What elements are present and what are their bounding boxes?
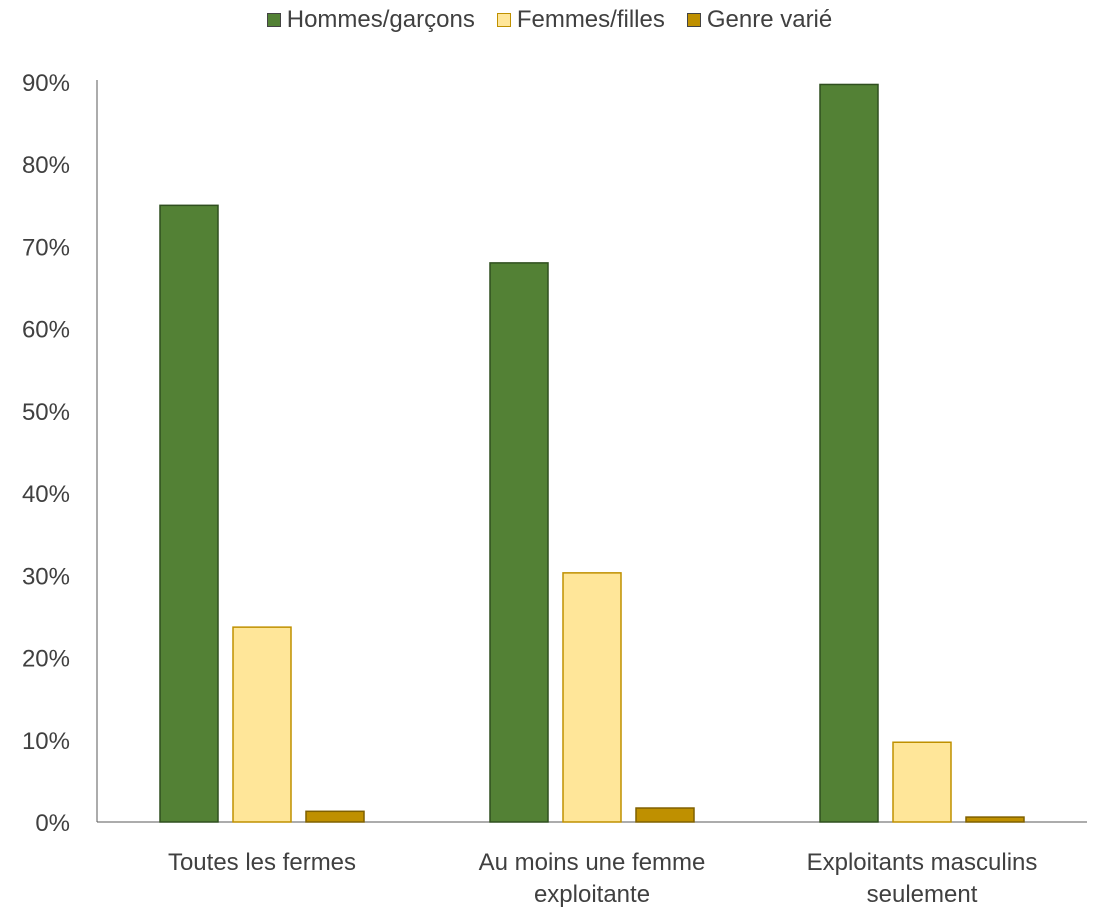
bar-1-2: [892, 741, 952, 823]
x-category-label: Toutes les fermes: [168, 849, 356, 876]
y-tick-label: 50%: [22, 399, 70, 426]
bar-1-0: [232, 626, 292, 823]
legend-swatch-hommes: [266, 13, 281, 27]
bar-2-2: [965, 816, 1025, 823]
legend-item-femmes: Femmes/filles: [496, 6, 665, 34]
bar-0-2: [819, 83, 879, 823]
y-tick-label: 80%: [22, 152, 70, 179]
y-tick-label: 90%: [22, 70, 70, 97]
legend: Hommes/garçons Femmes/filles Genre varié: [0, 6, 1099, 34]
bar-0-1: [489, 262, 549, 823]
bars: [159, 83, 1025, 823]
x-category-label: Au moins une femme exploitante: [479, 849, 706, 908]
y-tick-label: 20%: [22, 646, 70, 673]
legend-item-genre-varie: Genre varié: [686, 6, 833, 34]
bar-2-1: [635, 807, 695, 823]
bar-2-0: [305, 810, 365, 823]
y-tick-label: 10%: [22, 728, 70, 755]
bar-1-1: [562, 572, 622, 823]
legend-swatch-genre-varie: [686, 13, 701, 27]
legend-label-femmes: Femmes/filles: [516, 6, 665, 33]
bar-0-0: [159, 204, 219, 823]
y-tick-label: 40%: [22, 481, 70, 508]
legend-label-genre-varie: Genre varié: [706, 6, 833, 33]
legend-swatch-femmes: [496, 13, 511, 27]
legend-label-hommes: Hommes/garçons: [286, 6, 475, 33]
y-tick-label: 30%: [22, 563, 70, 590]
x-axis-category-labels: Toutes les fermes Au moins une femme explo…: [168, 849, 1037, 908]
y-tick-label: 70%: [22, 234, 70, 261]
y-axis-tick-labels: 0% 10% 20% 30% 40% 50% 60% 70% 80% 90%: [22, 70, 70, 837]
y-tick-label: 0%: [35, 810, 70, 837]
legend-item-hommes: Hommes/garçons: [266, 6, 475, 34]
y-tick-label: 60%: [22, 317, 70, 344]
x-category-label: Exploitants masculins seulement: [807, 849, 1038, 908]
